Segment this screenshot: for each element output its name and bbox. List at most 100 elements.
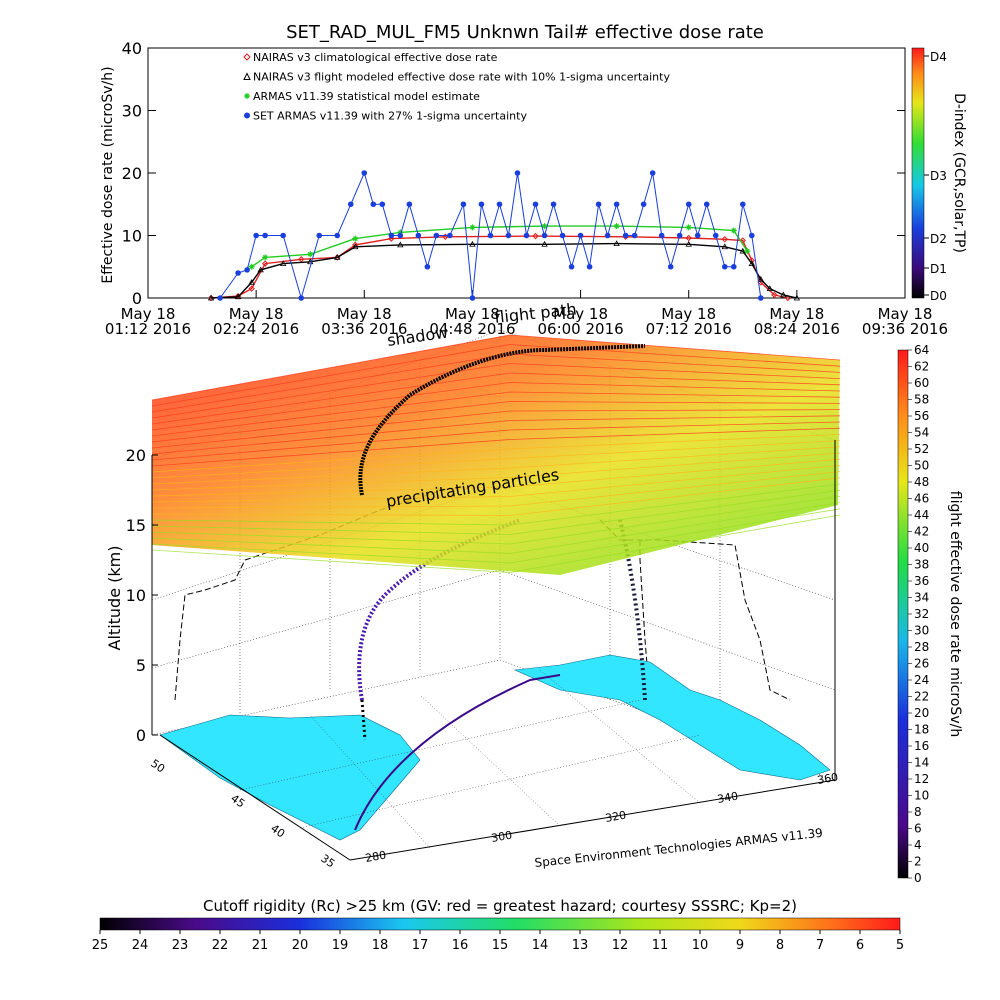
nairas-clim-point bbox=[248, 285, 255, 292]
latitude-tick-label: 35 bbox=[318, 852, 337, 871]
set-armas-point bbox=[577, 232, 584, 239]
set-armas-point bbox=[406, 201, 413, 208]
nairas-flight-point bbox=[257, 266, 264, 273]
set-armas-point bbox=[550, 201, 557, 208]
top-x-tick-date: May 18 bbox=[121, 305, 176, 323]
dose-colorbar-tick-label: 46 bbox=[914, 492, 929, 506]
map-right-axis bbox=[349, 779, 836, 861]
cutoff-tick-label: 19 bbox=[332, 938, 349, 953]
set-armas-point bbox=[505, 232, 512, 239]
dose-sheet-line bbox=[151, 477, 841, 516]
nairas-clim-point bbox=[685, 234, 692, 242]
dose-sheet-line bbox=[151, 421, 841, 461]
series-line-1 bbox=[211, 242, 798, 299]
set-armas-point bbox=[703, 201, 710, 208]
top-x-tick-time: 01:12 2016 bbox=[105, 320, 191, 338]
latitude-tick-label: 40 bbox=[268, 822, 287, 841]
armas-model-point bbox=[397, 229, 404, 236]
d-index-ticks: D4 D3 D2 D1 D0 bbox=[924, 50, 947, 303]
set-armas-point bbox=[217, 295, 223, 301]
dose-sheet-line bbox=[151, 514, 841, 573]
dose-sheet-line bbox=[151, 458, 841, 497]
dose-colorbar-tick-label: 14 bbox=[914, 756, 929, 770]
top-y-axis-label: Effective dose rate (microSv/h) bbox=[100, 66, 116, 283]
top-x-tick-time: 08:24 2016 bbox=[754, 320, 840, 338]
dose-colorbar-tick-label: 6 bbox=[914, 822, 922, 836]
cutoff-tick-label: 21 bbox=[252, 938, 269, 953]
dose-colorbar-tick-label: 4 bbox=[914, 838, 922, 852]
top-x-tick-date: May 18 bbox=[661, 305, 716, 323]
cutoff-tick-label: 5 bbox=[896, 938, 904, 953]
dose-sheet-line bbox=[151, 502, 841, 554]
top-y-tick-label: 40 bbox=[122, 39, 142, 58]
altitude-tick-label: 15 bbox=[126, 516, 146, 535]
longitude-tick-label: 300 bbox=[490, 829, 513, 845]
dose-colorbar-tick-label: 44 bbox=[914, 508, 929, 522]
dose-colorbar-tick-label: 58 bbox=[914, 393, 929, 407]
cutoff-tick-label: 13 bbox=[572, 938, 589, 953]
dose-colorbar-tick-label: 54 bbox=[914, 426, 929, 440]
cutoff-tick-label: 17 bbox=[412, 938, 429, 953]
set-armas-point bbox=[640, 201, 647, 208]
set-armas-point bbox=[487, 232, 494, 239]
cutoff-tick-label: 22 bbox=[212, 938, 229, 953]
cutoff-tick-label: 20 bbox=[292, 938, 309, 953]
set-armas-point bbox=[758, 295, 764, 301]
top-y-tick-label: 0 bbox=[132, 289, 142, 308]
dose-colorbar-tick-label: 26 bbox=[914, 657, 929, 671]
top-x-tick-date: May 18 bbox=[769, 305, 824, 323]
longitude-tick-label: 360 bbox=[816, 771, 839, 787]
dose-colorbar-tick-label: 56 bbox=[914, 409, 929, 423]
armas-model-point bbox=[744, 248, 751, 255]
set-armas-point bbox=[478, 201, 485, 208]
cutoff-tick-label: 7 bbox=[816, 938, 824, 953]
set-armas-point bbox=[523, 232, 530, 239]
nairas-flight-point bbox=[766, 285, 774, 292]
altitude-axis-label: Altitude (km) bbox=[105, 546, 124, 651]
set-armas-point bbox=[730, 263, 737, 270]
dose-sheet-line bbox=[151, 440, 841, 479]
dose-colorbar-tick-label: 34 bbox=[914, 591, 929, 605]
dose-sheet-line bbox=[151, 334, 841, 401]
legend-asterisk-icon bbox=[244, 93, 250, 99]
altitude-tick-label: 0 bbox=[136, 726, 146, 745]
legend-entry: NAIRAS v3 climatological effective dose … bbox=[243, 51, 498, 64]
cutoff-tick-label: 16 bbox=[452, 938, 469, 953]
dose-sheet-line bbox=[151, 427, 841, 467]
armas-model-point bbox=[541, 223, 548, 230]
cutoff-tick-label: 11 bbox=[652, 938, 669, 953]
dose-sheet-line bbox=[151, 372, 841, 425]
top-x-tick-time: 07:12 2016 bbox=[646, 320, 732, 338]
top-y-ticks: 0 10 20 30 40 bbox=[122, 39, 905, 308]
dose-colorbar-tick-label: 18 bbox=[914, 723, 929, 737]
d-index-colorbar bbox=[911, 47, 925, 299]
dose-sheet-line bbox=[151, 415, 841, 455]
cutoff-rigidity-ticks: 25 24 23 22 21 20 19 18 17 16 15 14 13 12 11 10 9 8 7 6 5 bbox=[92, 930, 904, 953]
top-x-tick-time: 04:48 2016 bbox=[429, 320, 515, 338]
set-armas-point bbox=[424, 263, 431, 270]
series-line-3 bbox=[219, 171, 762, 300]
dose-sheet-line bbox=[151, 344, 841, 407]
top-y-tick-label: 30 bbox=[122, 102, 142, 121]
dose-sheet-line bbox=[151, 434, 841, 473]
d-index-tick-label: D4 bbox=[930, 50, 947, 64]
longitude-tick-label: 280 bbox=[364, 849, 387, 865]
latitude-tick-label: 50 bbox=[148, 757, 167, 776]
top-y-tick-label: 10 bbox=[122, 227, 142, 246]
set-armas-point bbox=[649, 170, 656, 176]
set-armas-point bbox=[676, 232, 683, 239]
dose-sheet-line bbox=[151, 391, 841, 437]
dose-colorbar-label: flight effective dose rate microSv/h bbox=[947, 491, 963, 737]
set-armas-point bbox=[347, 201, 354, 208]
cutoff-tick-label: 24 bbox=[132, 938, 149, 953]
longitude-ticks: 280 300 320 340 360 bbox=[364, 771, 839, 865]
set-armas-point bbox=[460, 201, 467, 208]
top-y-tick-label: 20 bbox=[122, 164, 142, 183]
dose-sheet-line bbox=[151, 508, 841, 564]
longitude-tick-label: 320 bbox=[604, 809, 627, 825]
top-x-tick-time: 02:24 2016 bbox=[213, 320, 299, 338]
dose-colorbar-ticks: 0246810121416182022242628303234363840424… bbox=[908, 343, 929, 885]
dose-sheet-line bbox=[151, 496, 841, 545]
